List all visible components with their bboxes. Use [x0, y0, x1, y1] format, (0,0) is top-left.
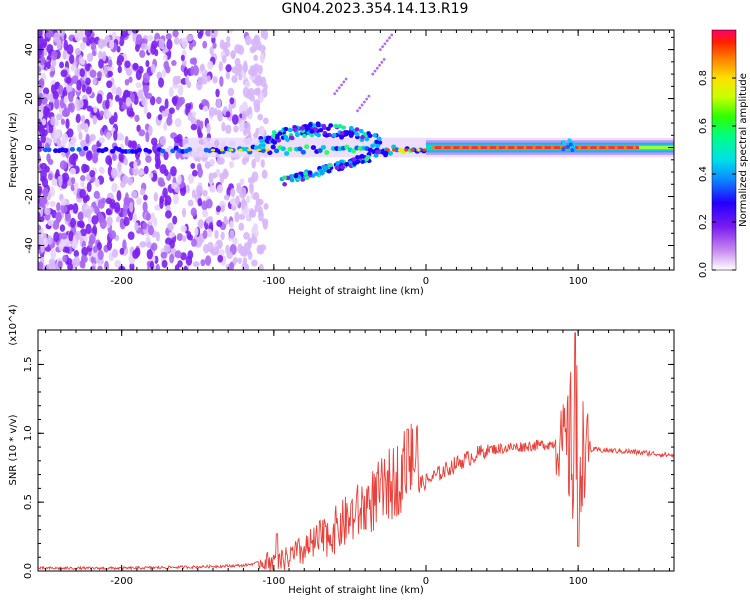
heatmap-y-ticks: -40 -20 0 20 40 [24, 36, 674, 259]
colorbar-tick-label: 0.0 [698, 262, 709, 278]
snr-x-tick-label: 100 [569, 576, 588, 587]
snr-y-tick-label: 1.5 [23, 356, 34, 372]
heatmap-x-tick-label: -200 [110, 276, 133, 287]
colorbar-tick-label: 0.4 [698, 166, 709, 182]
snr-y-tick-label: 1.0 [23, 425, 34, 441]
colorbar-label: Normalized spectral amplitude [738, 73, 749, 227]
heatmap-x-tick-label: 0 [423, 276, 429, 287]
colorbar-ticks: 0.0 0.2 0.4 0.6 0.8 [698, 70, 736, 278]
snr-y-tick-label: 0.5 [23, 494, 34, 510]
heatmap-y-label: Frequency (Hz) [8, 112, 19, 188]
snr-x-label: Height of straight line (km) [288, 585, 424, 596]
snr-y-tick-label: 0.0 [23, 563, 34, 579]
heatmap-x-tick-label: -100 [262, 276, 285, 287]
snr-series-line [38, 332, 674, 571]
heatmap-x-label: Height of straight line (km) [288, 286, 424, 297]
heatmap-x-tick-label: 100 [569, 276, 588, 287]
colorbar-tick-label: 0.2 [698, 214, 709, 230]
snr-y-multiplier: (x10^4) [8, 304, 19, 345]
snr-y-ticks: 0.0 0.5 1.0 1.5 [23, 350, 674, 579]
heatmap-y-tick-label: 20 [24, 92, 35, 105]
colorbar-tick-label: 0.6 [698, 118, 709, 134]
snr-x-ticks: -200 -100 0 100 [45, 330, 670, 587]
snr-x-tick-label: -100 [262, 576, 285, 587]
snr-x-tick-label: -200 [110, 576, 133, 587]
heatmap-x-ticks: -200 -100 0 100 [45, 30, 670, 287]
colorbar: 0.0 0.2 0.4 0.6 0.8 Normalized spectral ampl… [698, 29, 749, 278]
heatmap-content [38, 30, 674, 270]
snr-x-tick-label: 0 [423, 576, 429, 587]
heatmap-y-tick-label: -40 [24, 237, 35, 253]
figure-title: GN04.2023.354.14.13.R19 [281, 1, 469, 17]
heatmap-y-tick-label: 0 [24, 144, 35, 150]
heatmap-y-tick-label: -20 [24, 188, 35, 204]
snr-panel: -200 -100 0 100 0.0 0.5 1.0 1.5 Height of stra… [8, 304, 675, 596]
snr-y-label: SNR (10 * v/v) [8, 414, 19, 485]
colorbar-tick-label: 0.8 [698, 70, 709, 86]
heatmap-y-tick-label: 40 [24, 43, 35, 56]
